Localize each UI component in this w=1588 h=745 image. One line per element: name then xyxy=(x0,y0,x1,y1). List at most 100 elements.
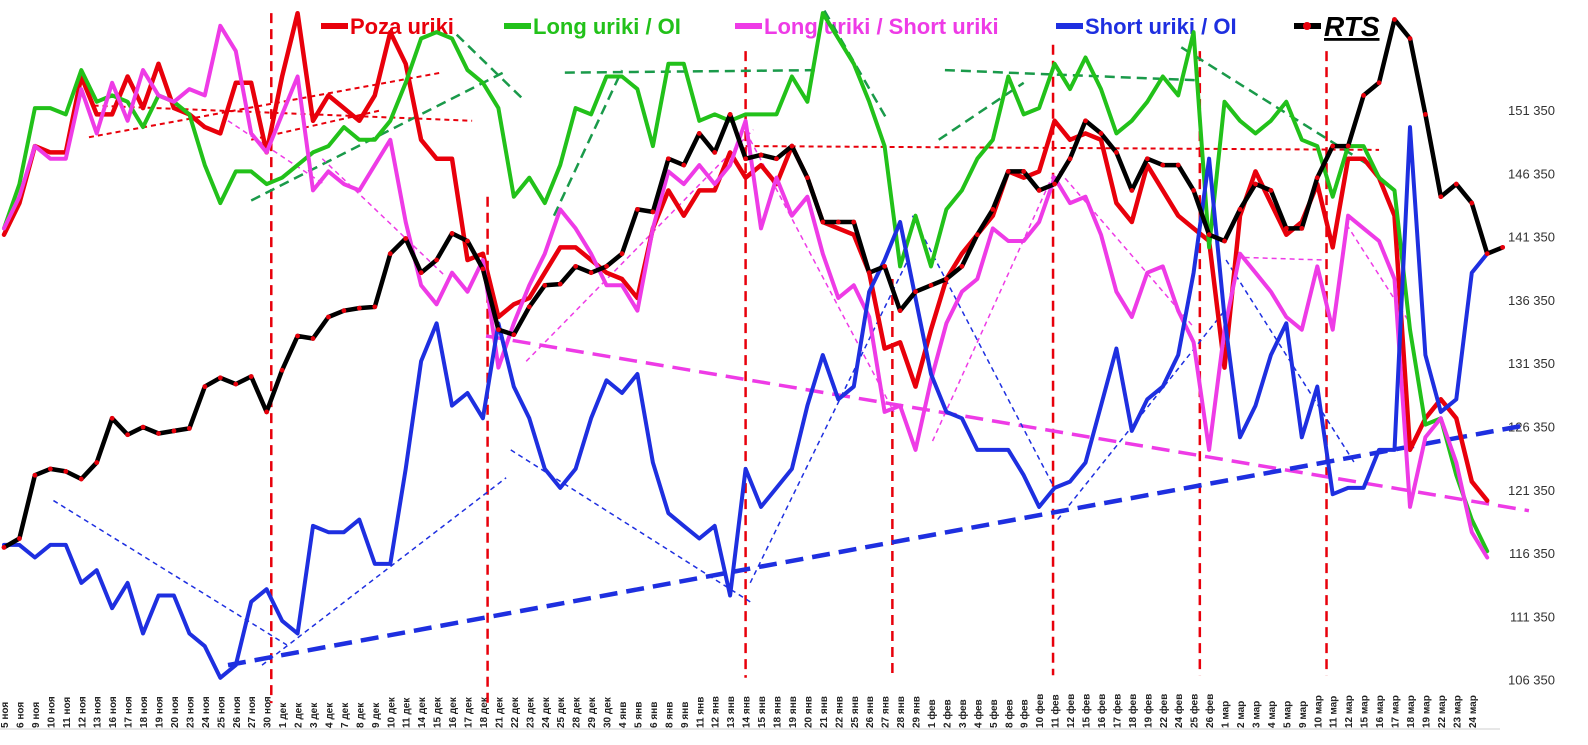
x-tick-label: 17 мар xyxy=(1391,695,1402,728)
data-point-rts xyxy=(217,375,223,381)
data-point-rts xyxy=(851,219,857,225)
legend-label-long-short-uriki: Long uriki / Short uriki xyxy=(764,14,999,39)
data-point-rts xyxy=(17,536,22,541)
x-tick-label: 23 дек xyxy=(525,696,536,728)
data-point-rts xyxy=(1423,112,1428,117)
data-point-rts xyxy=(47,466,53,472)
trend-line xyxy=(749,139,895,413)
x-tick-label: 19 янв xyxy=(788,696,799,728)
x-tick-label: 11 мар xyxy=(1329,696,1340,728)
data-point-rts xyxy=(202,384,208,390)
x-tick-label: 30 ноя xyxy=(263,696,274,728)
legend-item-long-short-uriki[interactable]: Long uriki / Short uriki xyxy=(735,14,999,39)
x-tick-label: 3 мар xyxy=(1251,701,1262,728)
x-tick-label: 17 ноя xyxy=(124,696,135,728)
legend-item-rts[interactable]: RTS xyxy=(1294,11,1380,42)
data-point-rts xyxy=(557,281,563,287)
x-tick-label: 27 янв xyxy=(881,696,892,728)
x-tick-label: 26 фев xyxy=(1204,694,1216,728)
data-point-rts xyxy=(465,238,470,244)
data-point-rts xyxy=(897,308,903,314)
legend-marker-rts xyxy=(1303,22,1311,30)
data-point-rts xyxy=(1438,194,1444,200)
data-point-rts xyxy=(140,424,146,430)
data-point-rts xyxy=(990,206,996,212)
data-point-rts xyxy=(171,428,177,434)
x-tick-label: 11 дек xyxy=(402,697,413,728)
x-tick-label: 5 фев xyxy=(988,699,1000,728)
x-tick-label: 1 фев xyxy=(926,699,938,728)
legend-label-poza-uriki: Poza uriki xyxy=(350,14,454,39)
x-tick-label: 10 дек xyxy=(386,696,397,728)
x-tick-label: 11 ноя xyxy=(62,697,73,728)
data-point-rts xyxy=(573,263,579,269)
x-tick-label: 12 фев xyxy=(1065,694,1077,728)
x-tick-label: 7 дек xyxy=(340,702,351,728)
data-point-rts xyxy=(326,314,331,320)
data-point-rts xyxy=(1268,187,1274,193)
legend-item-long-uriki-oi[interactable]: Long uriki / OI xyxy=(504,14,681,39)
data-point-rts xyxy=(743,156,748,162)
x-tick-label: 17 дек xyxy=(464,696,475,728)
legend-item-poza-uriki[interactable]: Poza uriki xyxy=(321,14,454,39)
data-point-rts xyxy=(696,131,702,136)
data-point-rts xyxy=(94,460,100,465)
x-tick-label: 22 мар xyxy=(1437,695,1448,728)
x-tick-label: 19 фев xyxy=(1142,694,1154,728)
x-tick-label: 9 дек xyxy=(371,702,382,728)
x-tick-label: 12 ноя xyxy=(77,696,88,728)
x-tick-label: 10 ноя xyxy=(46,696,57,728)
data-point-rts xyxy=(356,305,362,311)
legend-label-short-uriki-oi: Short uriki / OI xyxy=(1085,14,1237,39)
x-tick-label: 11 фев xyxy=(1050,694,1062,728)
legend-label-rts: RTS xyxy=(1324,11,1380,42)
data-point-rts xyxy=(372,304,378,310)
data-point-rts xyxy=(681,162,687,168)
x-tick-label: 16 ноя xyxy=(108,696,119,728)
x-tick-label: 24 мар xyxy=(1468,695,1479,728)
x-tick-label: 9 янв xyxy=(680,702,691,728)
x-tick-label: 14 дек xyxy=(417,696,428,728)
data-point-rts xyxy=(1144,156,1150,162)
trend-line xyxy=(1180,46,1374,169)
x-tick-label: 25 янв xyxy=(850,696,861,728)
data-point-rts xyxy=(758,152,764,158)
x-tick-label: 16 фев xyxy=(1096,694,1108,728)
y-tick-label: 121 350 xyxy=(1508,483,1555,498)
x-tick-label: 20 янв xyxy=(803,696,814,728)
data-point-rts xyxy=(511,332,517,338)
data-point-rts xyxy=(542,282,548,288)
data-point-rts xyxy=(1484,251,1490,257)
data-point-rts xyxy=(1283,225,1289,231)
data-point-rts xyxy=(125,432,130,438)
x-tick-label: 5 ноя xyxy=(0,702,11,728)
x-tick-label: 18 мар xyxy=(1406,695,1417,728)
x-tick-label: 25 дек xyxy=(556,696,567,728)
data-point-rts xyxy=(1237,206,1243,212)
legend-item-short-uriki-oi[interactable]: Short uriki / OI xyxy=(1056,14,1237,39)
data-point-rts xyxy=(341,308,347,314)
data-point-rts xyxy=(913,289,918,295)
series-line-long-uriki-oi xyxy=(2,11,1490,554)
trend-line xyxy=(53,499,288,646)
x-tick-label: 4 янв xyxy=(618,702,629,728)
data-point-rts xyxy=(727,112,733,117)
x-tick-label: 30 дек xyxy=(603,696,614,728)
data-point-rts xyxy=(1083,118,1088,124)
x-tick-label: 29 дек xyxy=(587,696,598,728)
data-point-rts xyxy=(496,327,501,333)
data-point-rts xyxy=(1392,17,1397,22)
data-point-rts xyxy=(248,374,254,379)
x-tick-label: 24 ноя xyxy=(201,696,212,728)
x-tick-label: 15 фев xyxy=(1081,694,1093,728)
x-tick-label: 4 дек xyxy=(324,702,335,728)
trend-line xyxy=(911,215,1054,486)
x-tick-label: 16 мар xyxy=(1375,695,1386,728)
data-point-rts xyxy=(928,282,934,288)
legend-label-long-uriki-oi: Long uriki / OI xyxy=(533,14,681,39)
trend-line xyxy=(931,171,1056,442)
legend: Poza uriki Long uriki / OI Long uriki / … xyxy=(321,11,1380,42)
x-tick-label: 1 мар xyxy=(1221,701,1232,728)
x-tick-label: 22 янв xyxy=(834,696,845,728)
y-tick-label: 131 350 xyxy=(1508,356,1555,371)
